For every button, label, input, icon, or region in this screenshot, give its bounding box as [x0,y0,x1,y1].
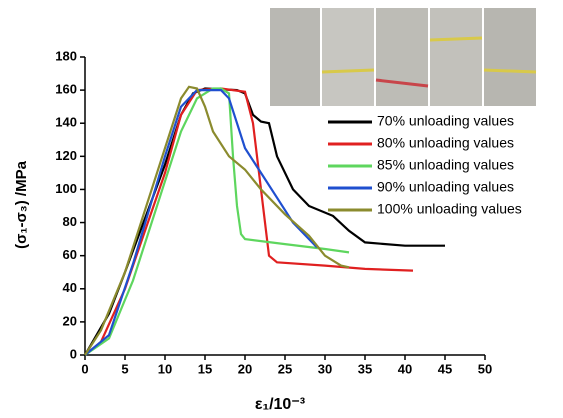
x-axis-label: ε₁/10⁻³ [255,396,305,413]
specimen-photos [270,8,537,106]
y-tick-label: 80 [63,214,77,229]
x-tick-label: 50 [478,361,492,376]
x-tick-label: 5 [121,361,128,376]
y-tick-label: 120 [55,148,77,163]
x-tick-label: 15 [198,361,212,376]
y-tick-label: 0 [70,346,77,361]
line-series [84,87,350,356]
x-tick-label: 0 [81,361,88,376]
line-series [84,89,318,356]
y-tick-label: 20 [63,313,77,328]
x-tick-label: 30 [318,361,332,376]
y-axis-label: (σ₁-σ₃) /MPa [13,160,30,248]
photo-band [429,36,483,42]
y-tick-label: 60 [63,247,77,262]
y-tick-label: 100 [55,181,77,196]
legend-label: 90% unloading values [377,179,514,195]
photo [376,8,428,106]
y-tick-label: 140 [55,115,77,130]
photo [484,8,536,106]
line-series [84,87,445,356]
photo [430,8,482,106]
legend-label: 85% unloading values [377,157,514,173]
x-tick-label: 25 [278,361,292,376]
photo-band [321,68,375,74]
x-tick-label: 35 [358,361,372,376]
y-tick-label: 40 [63,280,77,295]
y-tick-label: 180 [55,48,77,63]
y-tick-label: 160 [55,82,77,97]
x-tick-label: 40 [398,361,412,376]
line-series [84,85,350,356]
line-series [84,87,414,356]
photo [322,8,374,106]
x-tick-label: 45 [438,361,452,376]
x-tick-label: 10 [158,361,172,376]
photo-band [483,68,537,74]
legend-label: 80% unloading values [377,135,514,151]
legend-label: 100% unloading values [377,201,522,217]
x-tick-label: 20 [238,361,252,376]
legend-label: 70% unloading values [377,113,514,129]
photo [270,8,320,106]
photo-band [375,78,429,88]
